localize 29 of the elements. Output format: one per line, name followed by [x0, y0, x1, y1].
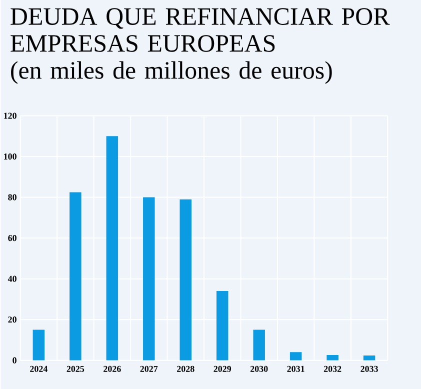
chart-title: DEUDA QUE REFINANCIAR POR EMPRESAS EUROPEAS — [10, 8, 390, 52]
y-tick-label: 80 — [8, 194, 16, 200]
x-tick-label: 2032 — [324, 366, 342, 372]
x-tick-label: 2025 — [66, 366, 84, 372]
bar — [143, 197, 155, 360]
bar — [290, 352, 302, 360]
bar — [32, 330, 45, 360]
x-tick-label: 2027 — [140, 366, 158, 372]
chart-subtitle: (en miles de millones de euros) — [11, 61, 332, 84]
bar — [216, 290, 228, 360]
y-tick-label: 120 — [4, 112, 16, 119]
bar — [363, 355, 376, 360]
y-tick-label: 60 — [8, 234, 16, 241]
bar — [70, 192, 82, 360]
y-tick-label: 0 — [12, 357, 16, 364]
x-tick-label: 2028 — [177, 366, 194, 372]
x-tick-label: 2026 — [104, 366, 121, 372]
y-tick-label: 40 — [8, 276, 16, 282]
bar — [106, 136, 118, 360]
x-tick-label: 2030 — [250, 366, 268, 372]
x-tick-label: 2033 — [360, 366, 378, 372]
y-tick-label: 100 — [4, 153, 16, 160]
x-tick-label: 2024 — [30, 366, 48, 372]
bar — [180, 199, 192, 360]
y-tick-label: 20 — [8, 316, 16, 322]
x-tick-label: 2029 — [214, 366, 232, 372]
bar — [326, 354, 338, 360]
bar — [253, 330, 265, 360]
x-tick-label: 2031 — [287, 366, 304, 372]
